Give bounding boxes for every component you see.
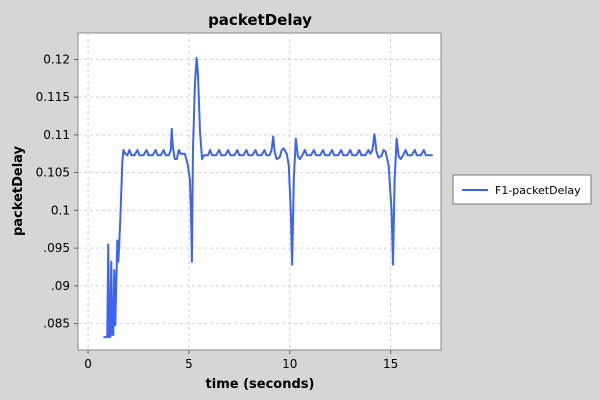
plot-area: [77, 32, 442, 351]
x-tick-label: 15: [383, 357, 398, 371]
x-tick-label: 10: [282, 357, 297, 371]
plot-background: [77, 32, 442, 351]
series-line-f1-packetdelay: [103, 56, 433, 339]
legend: F1-packetDelay: [452, 174, 592, 205]
y-tick-label: 0.105: [36, 166, 70, 180]
x-axis-label: time (seconds): [206, 377, 315, 392]
x-tick-label: 5: [185, 357, 193, 371]
y-tick-label: 0.1: [51, 203, 70, 217]
data-series-layer: [103, 56, 433, 339]
y-tick-label: .085: [43, 317, 70, 331]
chart-title: packetDelay: [208, 11, 312, 29]
y-axis: .085 .09 .095 0.1 0.105 0.11 0.115 0.12: [36, 52, 78, 331]
legend-series-label: F1-packetDelay: [495, 184, 581, 197]
y-tick-label: .095: [43, 241, 70, 255]
y-tick-label: 0.12: [43, 52, 70, 66]
x-tick-label: 0: [84, 357, 92, 371]
y-tick-label: 0.11: [43, 128, 70, 142]
y-tick-label: 0.115: [36, 90, 70, 104]
y-axis-label: packetDelay: [11, 145, 26, 236]
x-axis: 0 5 10 15: [84, 350, 398, 371]
y-tick-label: .09: [51, 279, 70, 293]
